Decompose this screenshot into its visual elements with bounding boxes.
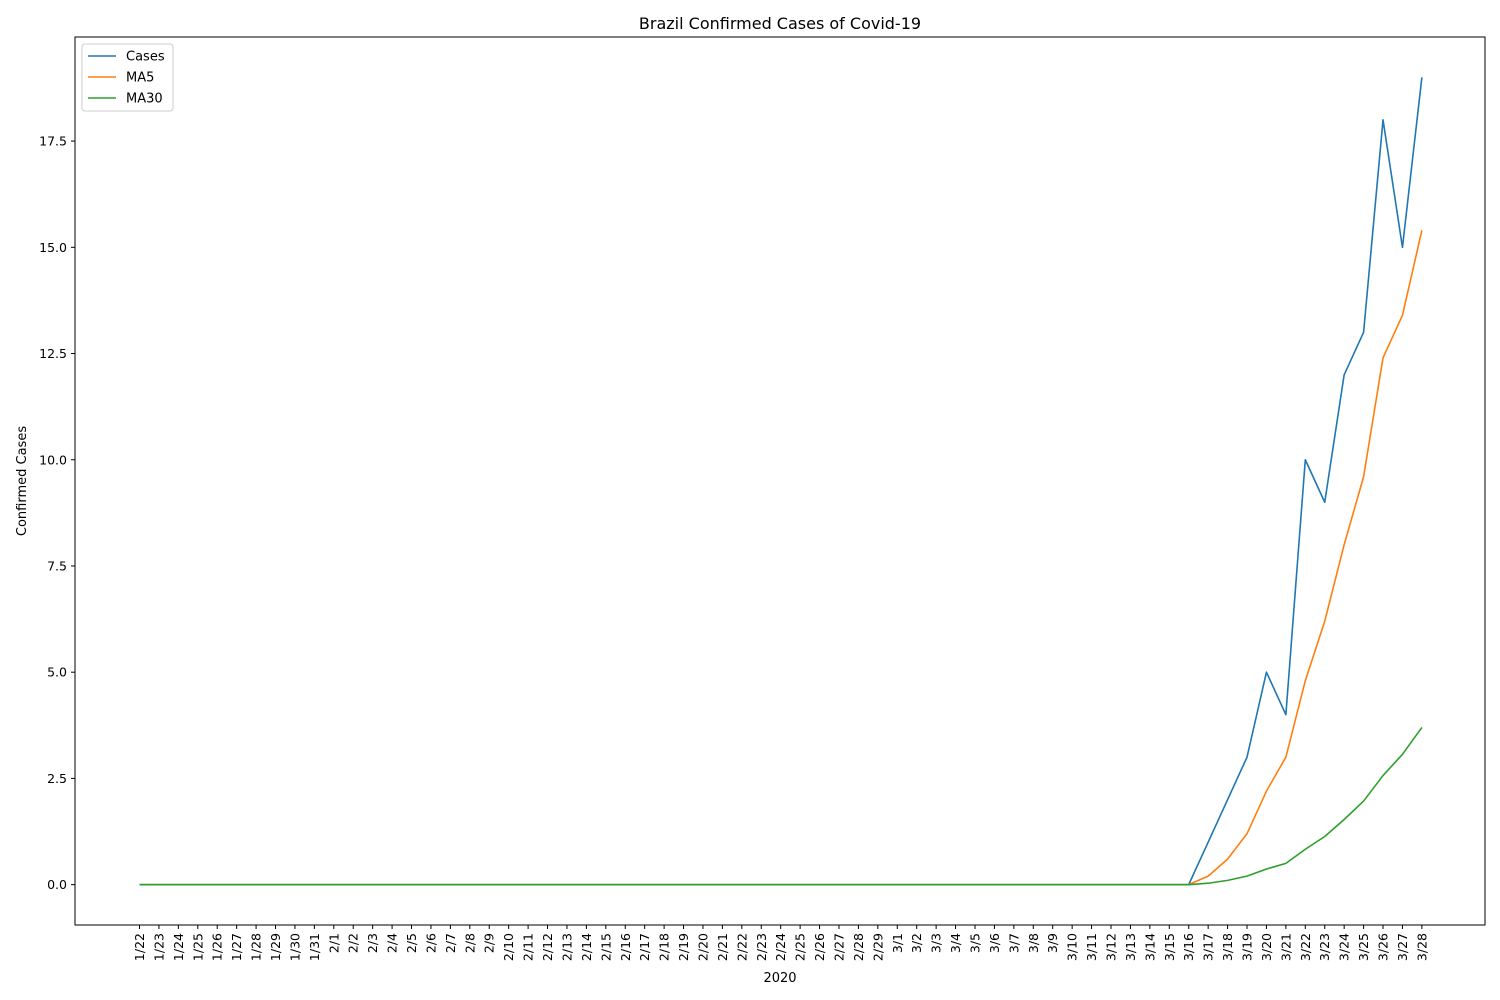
x-tick-label: 2/12 bbox=[540, 933, 555, 961]
legend-label-ma30: MA30 bbox=[126, 92, 163, 107]
x-tick-label: 1/28 bbox=[249, 933, 264, 961]
x-tick-label: 2/8 bbox=[462, 933, 477, 953]
x-tick-label: 2/21 bbox=[715, 933, 730, 961]
x-tick-label: 3/20 bbox=[1259, 933, 1274, 961]
x-tick-label: 2/9 bbox=[482, 933, 497, 953]
x-tick-label: 1/25 bbox=[190, 933, 205, 961]
x-tick-label: 3/11 bbox=[1084, 933, 1099, 961]
x-tick-label: 2/7 bbox=[443, 933, 458, 953]
x-tick-label: 2/2 bbox=[346, 933, 361, 953]
x-tick-label: 3/3 bbox=[929, 933, 944, 953]
legend: Cases MA5 MA30 bbox=[81, 43, 174, 112]
x-tick-label: 1/31 bbox=[307, 933, 322, 961]
x-tick-label: 3/18 bbox=[1220, 933, 1235, 961]
x-tick-label: 2/13 bbox=[559, 933, 574, 961]
x-tick-label: 2/25 bbox=[793, 933, 808, 961]
x-tick-label: 2/11 bbox=[521, 933, 536, 961]
y-tick-label: 7.5 bbox=[47, 558, 67, 573]
x-tick-label: 2/15 bbox=[598, 933, 613, 961]
x-tick-label: 3/15 bbox=[1162, 933, 1177, 961]
x-tick-label: 2/14 bbox=[579, 933, 594, 961]
x-tick-label: 2/4 bbox=[385, 933, 400, 953]
x-tick-label: 3/21 bbox=[1278, 933, 1293, 961]
chart-title: Brazil Confirmed Cases of Covid-19 bbox=[639, 14, 921, 33]
y-axis-ticks: 0.0 2.5 5.0 7.5 10.0 12.5 15.0 17.5 bbox=[39, 134, 75, 892]
x-tick-label: 1/26 bbox=[210, 933, 225, 961]
y-axis-label: Confirmed Cases bbox=[15, 426, 30, 536]
x-tick-label: 2/16 bbox=[618, 933, 633, 961]
x-tick-label: 1/24 bbox=[171, 933, 186, 961]
x-tick-label: 1/30 bbox=[287, 933, 302, 961]
x-tick-label: 3/9 bbox=[1045, 933, 1060, 953]
x-tick-label: 3/14 bbox=[1142, 933, 1157, 961]
x-tick-label: 3/1 bbox=[890, 933, 905, 953]
x-tick-label: 2/10 bbox=[501, 933, 516, 961]
legend-box bbox=[81, 43, 174, 112]
x-tick-label: 2/29 bbox=[870, 933, 885, 961]
y-tick-label: 17.5 bbox=[39, 134, 67, 149]
x-tick-label: 3/25 bbox=[1356, 933, 1371, 961]
x-tick-label: 3/16 bbox=[1181, 933, 1196, 961]
x-tick-label: 3/27 bbox=[1395, 933, 1410, 961]
x-tick-label: 2/22 bbox=[734, 933, 749, 961]
x-tick-label: 2/20 bbox=[695, 933, 710, 961]
x-tick-label: 2/5 bbox=[404, 933, 419, 953]
x-tick-label: 3/10 bbox=[1065, 933, 1080, 961]
x-axis-ticks: 1/22 1/23 1/24 1/25 1/26 1/27 1/28 1/29 1/30 1/31… bbox=[132, 925, 1429, 961]
x-tick-label: 2/17 bbox=[637, 933, 652, 961]
x-tick-label: 3/26 bbox=[1376, 933, 1391, 961]
x-tick-label: 3/2 bbox=[909, 933, 924, 953]
x-tick-label: 2/24 bbox=[773, 933, 788, 961]
x-tick-label: 3/28 bbox=[1414, 933, 1429, 961]
x-tick-label: 3/13 bbox=[1123, 933, 1138, 961]
legend-label-ma5: MA5 bbox=[126, 71, 154, 86]
x-tick-label: 2/1 bbox=[326, 933, 341, 953]
y-tick-label: 15.0 bbox=[39, 240, 67, 255]
y-tick-label: 12.5 bbox=[39, 346, 67, 361]
x-tick-label: 3/8 bbox=[1026, 933, 1041, 953]
y-tick-label: 10.0 bbox=[39, 452, 67, 467]
x-tick-label: 1/29 bbox=[268, 933, 283, 961]
plot-frame bbox=[74, 36, 1486, 926]
x-tick-label: 2/23 bbox=[754, 933, 769, 961]
x-tick-label: 2/28 bbox=[851, 933, 866, 961]
x-tick-label: 2/18 bbox=[657, 933, 672, 961]
x-tick-label: 3/5 bbox=[967, 933, 982, 953]
y-tick-label: 2.5 bbox=[47, 771, 67, 786]
x-tick-label: 3/4 bbox=[948, 933, 963, 953]
x-tick-label: 3/24 bbox=[1337, 933, 1352, 961]
x-tick-label: 3/22 bbox=[1298, 933, 1313, 961]
x-tick-label: 2/19 bbox=[676, 933, 691, 961]
x-axis-label: 2020 bbox=[763, 971, 796, 986]
x-tick-label: 3/12 bbox=[1104, 933, 1119, 961]
x-tick-label: 1/27 bbox=[229, 933, 244, 961]
x-tick-label: 3/7 bbox=[1006, 933, 1021, 953]
x-tick-label: 2/3 bbox=[365, 933, 380, 953]
y-tick-label: 5.0 bbox=[47, 665, 67, 680]
y-tick-label: 0.0 bbox=[47, 877, 67, 892]
x-tick-label: 3/17 bbox=[1201, 933, 1216, 961]
x-tick-label: 2/26 bbox=[812, 933, 827, 961]
series-lines bbox=[139, 77, 1423, 886]
x-tick-label: 2/27 bbox=[831, 933, 846, 961]
x-tick-label: 2/6 bbox=[423, 933, 438, 953]
x-tick-label: 3/23 bbox=[1317, 933, 1332, 961]
x-tick-label: 1/23 bbox=[151, 933, 166, 961]
x-tick-label: 3/6 bbox=[987, 933, 1002, 953]
x-tick-label: 3/19 bbox=[1240, 933, 1255, 961]
series-line-ma30 bbox=[139, 726, 1423, 886]
legend-label-cases: Cases bbox=[126, 50, 165, 65]
x-tick-label: 1/22 bbox=[132, 933, 147, 961]
